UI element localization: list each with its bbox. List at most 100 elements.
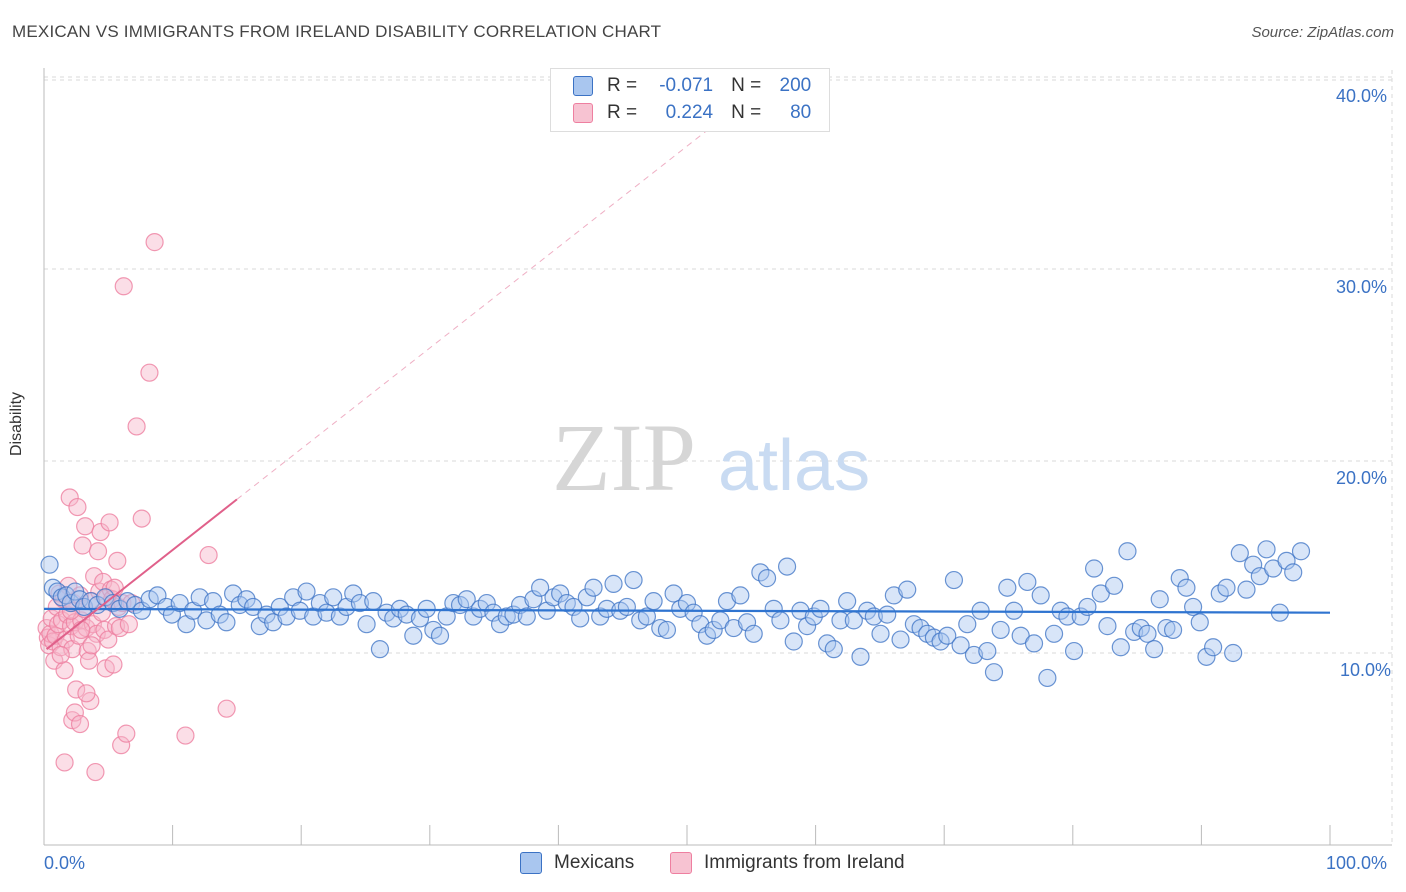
mexican-points [40, 540, 1311, 688]
mexican-point-5 [61, 593, 80, 613]
watermark-zip: ZIP [552, 404, 696, 511]
mexican-point-107 [744, 624, 763, 643]
mexican-point-24 [190, 588, 209, 607]
mexicans-trend-line [43, 607, 1331, 614]
mexican-point-45 [330, 607, 349, 626]
mexican-point-163 [1118, 542, 1137, 561]
mexican-point-104 [724, 618, 743, 638]
mexican-point-158 [1084, 559, 1104, 578]
ireland-point-38 [86, 762, 105, 782]
mexican-point-49 [357, 615, 376, 634]
ireland-trend-line [45, 498, 238, 650]
mexican-point-37 [277, 607, 296, 626]
ireland-point-74 [176, 726, 195, 745]
mexican-point-138 [951, 636, 970, 655]
chart-title: MEXICAN VS IMMIGRANTS FROM IRELAND DISAB… [12, 22, 662, 41]
mexican-point-93 [651, 618, 670, 638]
mexican-point-184 [1257, 540, 1276, 559]
ireland-point-49 [100, 513, 119, 532]
ireland-point-18 [60, 488, 79, 507]
legend-label-ireland: Immigrants from Ireland [704, 852, 905, 873]
mexican-point-70 [497, 607, 516, 626]
mexican-point-91 [637, 607, 657, 626]
mexican-point-179 [1224, 643, 1243, 663]
mexican-point-166 [1138, 624, 1157, 643]
mexican-point-149 [1024, 634, 1044, 653]
mexican-point-68 [484, 603, 503, 622]
ireland-point-60 [114, 277, 133, 296]
legend-item-ireland[interactable]: Immigrants from Ireland [670, 852, 905, 874]
mexican-point-148 [1018, 572, 1037, 592]
mexican-point-178 [1217, 578, 1236, 597]
ireland-trend-extension [236, 105, 739, 500]
x-tick-label-min: 0.0% [44, 853, 86, 873]
mexican-point-188 [1284, 563, 1303, 582]
y-tick-label-20: 20.0% [1336, 468, 1388, 488]
mexican-point-33 [250, 617, 269, 636]
mexican-point-127 [878, 605, 897, 624]
mexican-point-73 [517, 607, 536, 626]
mexican-point-48 [350, 593, 370, 613]
mexican-point-160 [1098, 617, 1117, 636]
mexican-point-92 [644, 592, 663, 611]
mexican-point-167 [1145, 640, 1164, 659]
mexican-point-109 [757, 569, 777, 588]
ireland-point-66 [140, 363, 159, 382]
legend-item-mexicans[interactable]: Mexicans [520, 852, 634, 874]
y-tick-label-10: 10.0% [1340, 660, 1392, 680]
mexican-point-105 [731, 586, 750, 605]
mexican-point-75 [531, 578, 550, 597]
mexican-point-31 [237, 590, 256, 609]
ireland-point-57 [110, 618, 129, 638]
mexican-point-150 [1031, 586, 1050, 605]
mexican-point-40 [297, 582, 316, 601]
legend-n-label: N = [731, 102, 762, 123]
mexican-point-128 [884, 586, 903, 605]
ireland-point-52 [104, 655, 123, 674]
mexican-point-74 [524, 590, 543, 609]
mexican-point-123 [851, 647, 870, 666]
mexican-point-139 [958, 615, 977, 634]
mexican-point-88 [617, 597, 636, 617]
mexican-point-28 [217, 613, 236, 632]
ireland-point-14 [55, 661, 74, 680]
ireland-point-65 [132, 509, 151, 528]
mexican-point-115 [797, 617, 817, 636]
mexican-point-161 [1105, 576, 1124, 595]
mexican-point-36 [270, 597, 289, 617]
mexican-point-129 [891, 630, 910, 649]
mexican-point-64 [457, 590, 476, 609]
mexican-point-95 [664, 584, 683, 603]
mexican-point-112 [777, 557, 797, 576]
ireland-point-77 [82, 636, 101, 655]
ireland-point-58 [112, 736, 131, 755]
mexican-point-130 [898, 580, 917, 599]
mexican-point-47 [344, 584, 363, 603]
mexican-point-168 [1150, 590, 1169, 609]
mexican-point-85 [597, 599, 616, 618]
mexican-point-58 [417, 599, 436, 618]
source-label: Source: ZipAtlas.com [1251, 24, 1394, 41]
mexican-point-69 [490, 615, 510, 634]
ireland-point-48 [99, 630, 118, 649]
legend-swatch-pink [573, 103, 593, 123]
ireland-point-30 [76, 517, 95, 536]
mexican-point-172 [1177, 578, 1196, 597]
ireland-point-75 [199, 545, 218, 565]
mexican-point-176 [1204, 638, 1223, 657]
legend-swatch-blue [573, 76, 593, 96]
mexican-point-113 [784, 632, 803, 651]
mexican-point-82 [577, 588, 596, 607]
ireland-point-45 [95, 620, 114, 640]
mexican-point-39 [290, 601, 309, 620]
mexican-point-189 [1291, 542, 1311, 561]
mexican-point-86 [604, 574, 623, 593]
ireland-point-69 [65, 703, 84, 722]
ireland-point-67 [145, 233, 164, 252]
mexican-point-182 [1244, 555, 1263, 574]
legend-swatch-ireland [670, 852, 692, 874]
ireland-point-44 [94, 572, 113, 592]
mexican-point-35 [264, 613, 283, 632]
mexican-point-119 [824, 640, 843, 659]
